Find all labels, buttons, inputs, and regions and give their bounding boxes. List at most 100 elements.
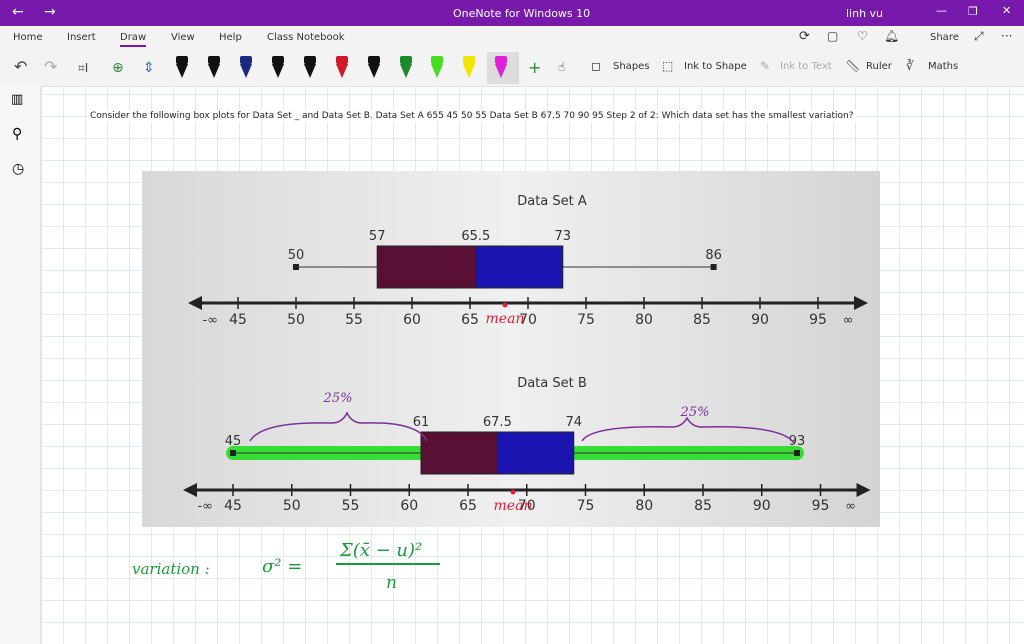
tool-button[interactable]: Shapes xyxy=(613,61,650,72)
tab[interactable]: View xyxy=(171,32,195,43)
arrow-right xyxy=(854,296,868,310)
plot-title: Data Set B xyxy=(517,376,587,391)
add-pen-icon[interactable]: + xyxy=(528,58,541,77)
title-bar: ← → OneNote for Windows 10 linh vu — ❐ ✕ xyxy=(0,0,1024,26)
idea-icon[interactable]: ♡ xyxy=(857,29,868,43)
axis-tick-label: 80 xyxy=(635,312,653,328)
axis-tick-label: 90 xyxy=(753,498,771,514)
axis-end-left: -∞ xyxy=(197,499,213,514)
label-max: 86 xyxy=(705,248,722,263)
minimize-button[interactable]: — xyxy=(936,4,947,17)
tab[interactable]: Home xyxy=(13,32,43,43)
arrow-right xyxy=(856,483,871,497)
label-q3: 73 xyxy=(555,229,572,244)
axis-tick-label: 85 xyxy=(694,498,712,514)
axis-end-left: -∞ xyxy=(202,313,218,328)
ink-dot xyxy=(510,489,516,495)
shapes-icon: ◻ xyxy=(591,59,601,73)
label-q1: 57 xyxy=(369,229,386,244)
pen-tray: ↶ ↷ ⌗I ⊕ ⇕ + xyxy=(14,52,541,84)
close-button[interactable]: ✕ xyxy=(1002,4,1012,17)
box-plot-image: Data Set A 50 86 57 65.5 73 45 50 55 60 65 70 75 80 85… xyxy=(142,171,880,527)
forward-button[interactable]: → xyxy=(44,4,56,20)
ink-dot xyxy=(502,302,508,308)
maths-icon: ∛ xyxy=(906,59,914,73)
whisker-end xyxy=(710,264,717,270)
box-lower xyxy=(420,431,498,475)
label-median: 65.5 xyxy=(461,229,490,244)
app-title: OneNote for Windows 10 xyxy=(453,7,591,20)
whisker-end xyxy=(293,264,299,270)
redo-icon[interactable]: ↷ xyxy=(44,57,58,76)
notebooks-icon[interactable]: ▥ xyxy=(11,92,24,107)
back-button[interactable]: ← xyxy=(12,4,24,20)
tab-active[interactable]: Draw xyxy=(120,32,147,47)
arrow-left xyxy=(183,483,197,497)
axis-tick-label: 60 xyxy=(403,312,421,328)
user-name[interactable]: linh vu xyxy=(846,7,884,20)
ink-mean: mean xyxy=(494,498,533,514)
axis-tick-label: 95 xyxy=(809,312,827,328)
axis-tick-label: 50 xyxy=(283,498,301,514)
sync-icon[interactable]: ⟳ xyxy=(799,29,810,44)
axis-tick-label: 65 xyxy=(459,498,477,514)
ink-shape-icon: ⬚ xyxy=(662,59,674,73)
more-icon[interactable]: ··· xyxy=(1001,29,1013,43)
undo-icon[interactable]: ↶ xyxy=(14,57,27,76)
ink-brace xyxy=(249,411,428,442)
box-upper xyxy=(475,245,564,289)
eraser-icon[interactable]: ⇕ xyxy=(143,60,155,76)
label-min: 50 xyxy=(288,248,305,263)
axis-tick-label: 45 xyxy=(229,312,247,328)
axis-tick-label: 50 xyxy=(287,312,305,328)
add-space-icon[interactable]: ⊕ xyxy=(112,60,124,76)
touch-draw-icon[interactable]: ☝ xyxy=(558,60,566,74)
whisker-end xyxy=(794,450,800,456)
label-q3: 74 xyxy=(565,415,582,430)
recent-icon[interactable]: ◷ xyxy=(12,161,25,177)
menu-bar: Home Insert Draw View Help Class Noteboo… xyxy=(0,26,1024,50)
lasso-icon[interactable]: ⌗I xyxy=(78,61,88,75)
ink-brace xyxy=(581,416,795,444)
note-text: Consider the following box plots for Dat… xyxy=(88,110,856,122)
label-min: 45 xyxy=(225,434,242,449)
box-lower xyxy=(376,245,477,289)
axis-tick-label: 70 xyxy=(519,312,537,328)
label-median: 67.5 xyxy=(483,415,512,430)
tool-button[interactable]: Ruler xyxy=(866,61,892,72)
nav-sidebar: ▥ ⚲ ◷ xyxy=(0,86,41,644)
tab[interactable]: Insert xyxy=(67,32,96,43)
maximize-button[interactable]: ❐ xyxy=(968,5,978,18)
ink-quartile: 25% xyxy=(680,405,710,420)
ink-quartile: 25% xyxy=(323,391,353,406)
arrow-left xyxy=(188,296,202,310)
pages-icon[interactable]: ▢ xyxy=(827,29,839,43)
tool-button[interactable]: Ink to Text xyxy=(780,61,832,72)
axis-tick-label: 55 xyxy=(342,498,360,514)
ink-mean: mean xyxy=(486,311,525,327)
share-button[interactable]: Share xyxy=(930,32,959,43)
label-q1: 61 xyxy=(413,415,430,430)
tab[interactable]: Class Notebook xyxy=(267,32,345,43)
plot-title: Data Set A xyxy=(517,194,587,209)
bell-icon[interactable]: 🔔︎ xyxy=(884,29,900,43)
label-max: 93 xyxy=(789,434,806,449)
axis-tick-label: 95 xyxy=(812,498,830,514)
axis-tick-label: 70 xyxy=(518,498,536,514)
axis-tick-label: 45 xyxy=(224,498,242,514)
axis-tick-label: 75 xyxy=(577,498,595,514)
draw-toolbar: ↶ ↷ ⌗I ⊕ ⇕ + ☝ ◻ Shapes ⬚ Ink to Shape ✎… xyxy=(0,50,1024,87)
search-icon[interactable]: ⚲ xyxy=(12,126,23,142)
tool-button[interactable]: Maths xyxy=(928,61,959,72)
axis-end-right: ∞ xyxy=(845,499,856,514)
axis-tick-label: 80 xyxy=(635,498,653,514)
axis-tick-label: 90 xyxy=(751,312,769,328)
pens xyxy=(176,52,519,84)
expand-icon[interactable]: ⤢ xyxy=(974,29,984,43)
ruler-icon: 📏︎ xyxy=(845,59,861,73)
tool-button[interactable]: Ink to Shape xyxy=(684,61,747,72)
axis-end-right: ∞ xyxy=(843,313,854,328)
axis-tick-label: 65 xyxy=(461,312,479,328)
tab[interactable]: Help xyxy=(219,32,242,43)
